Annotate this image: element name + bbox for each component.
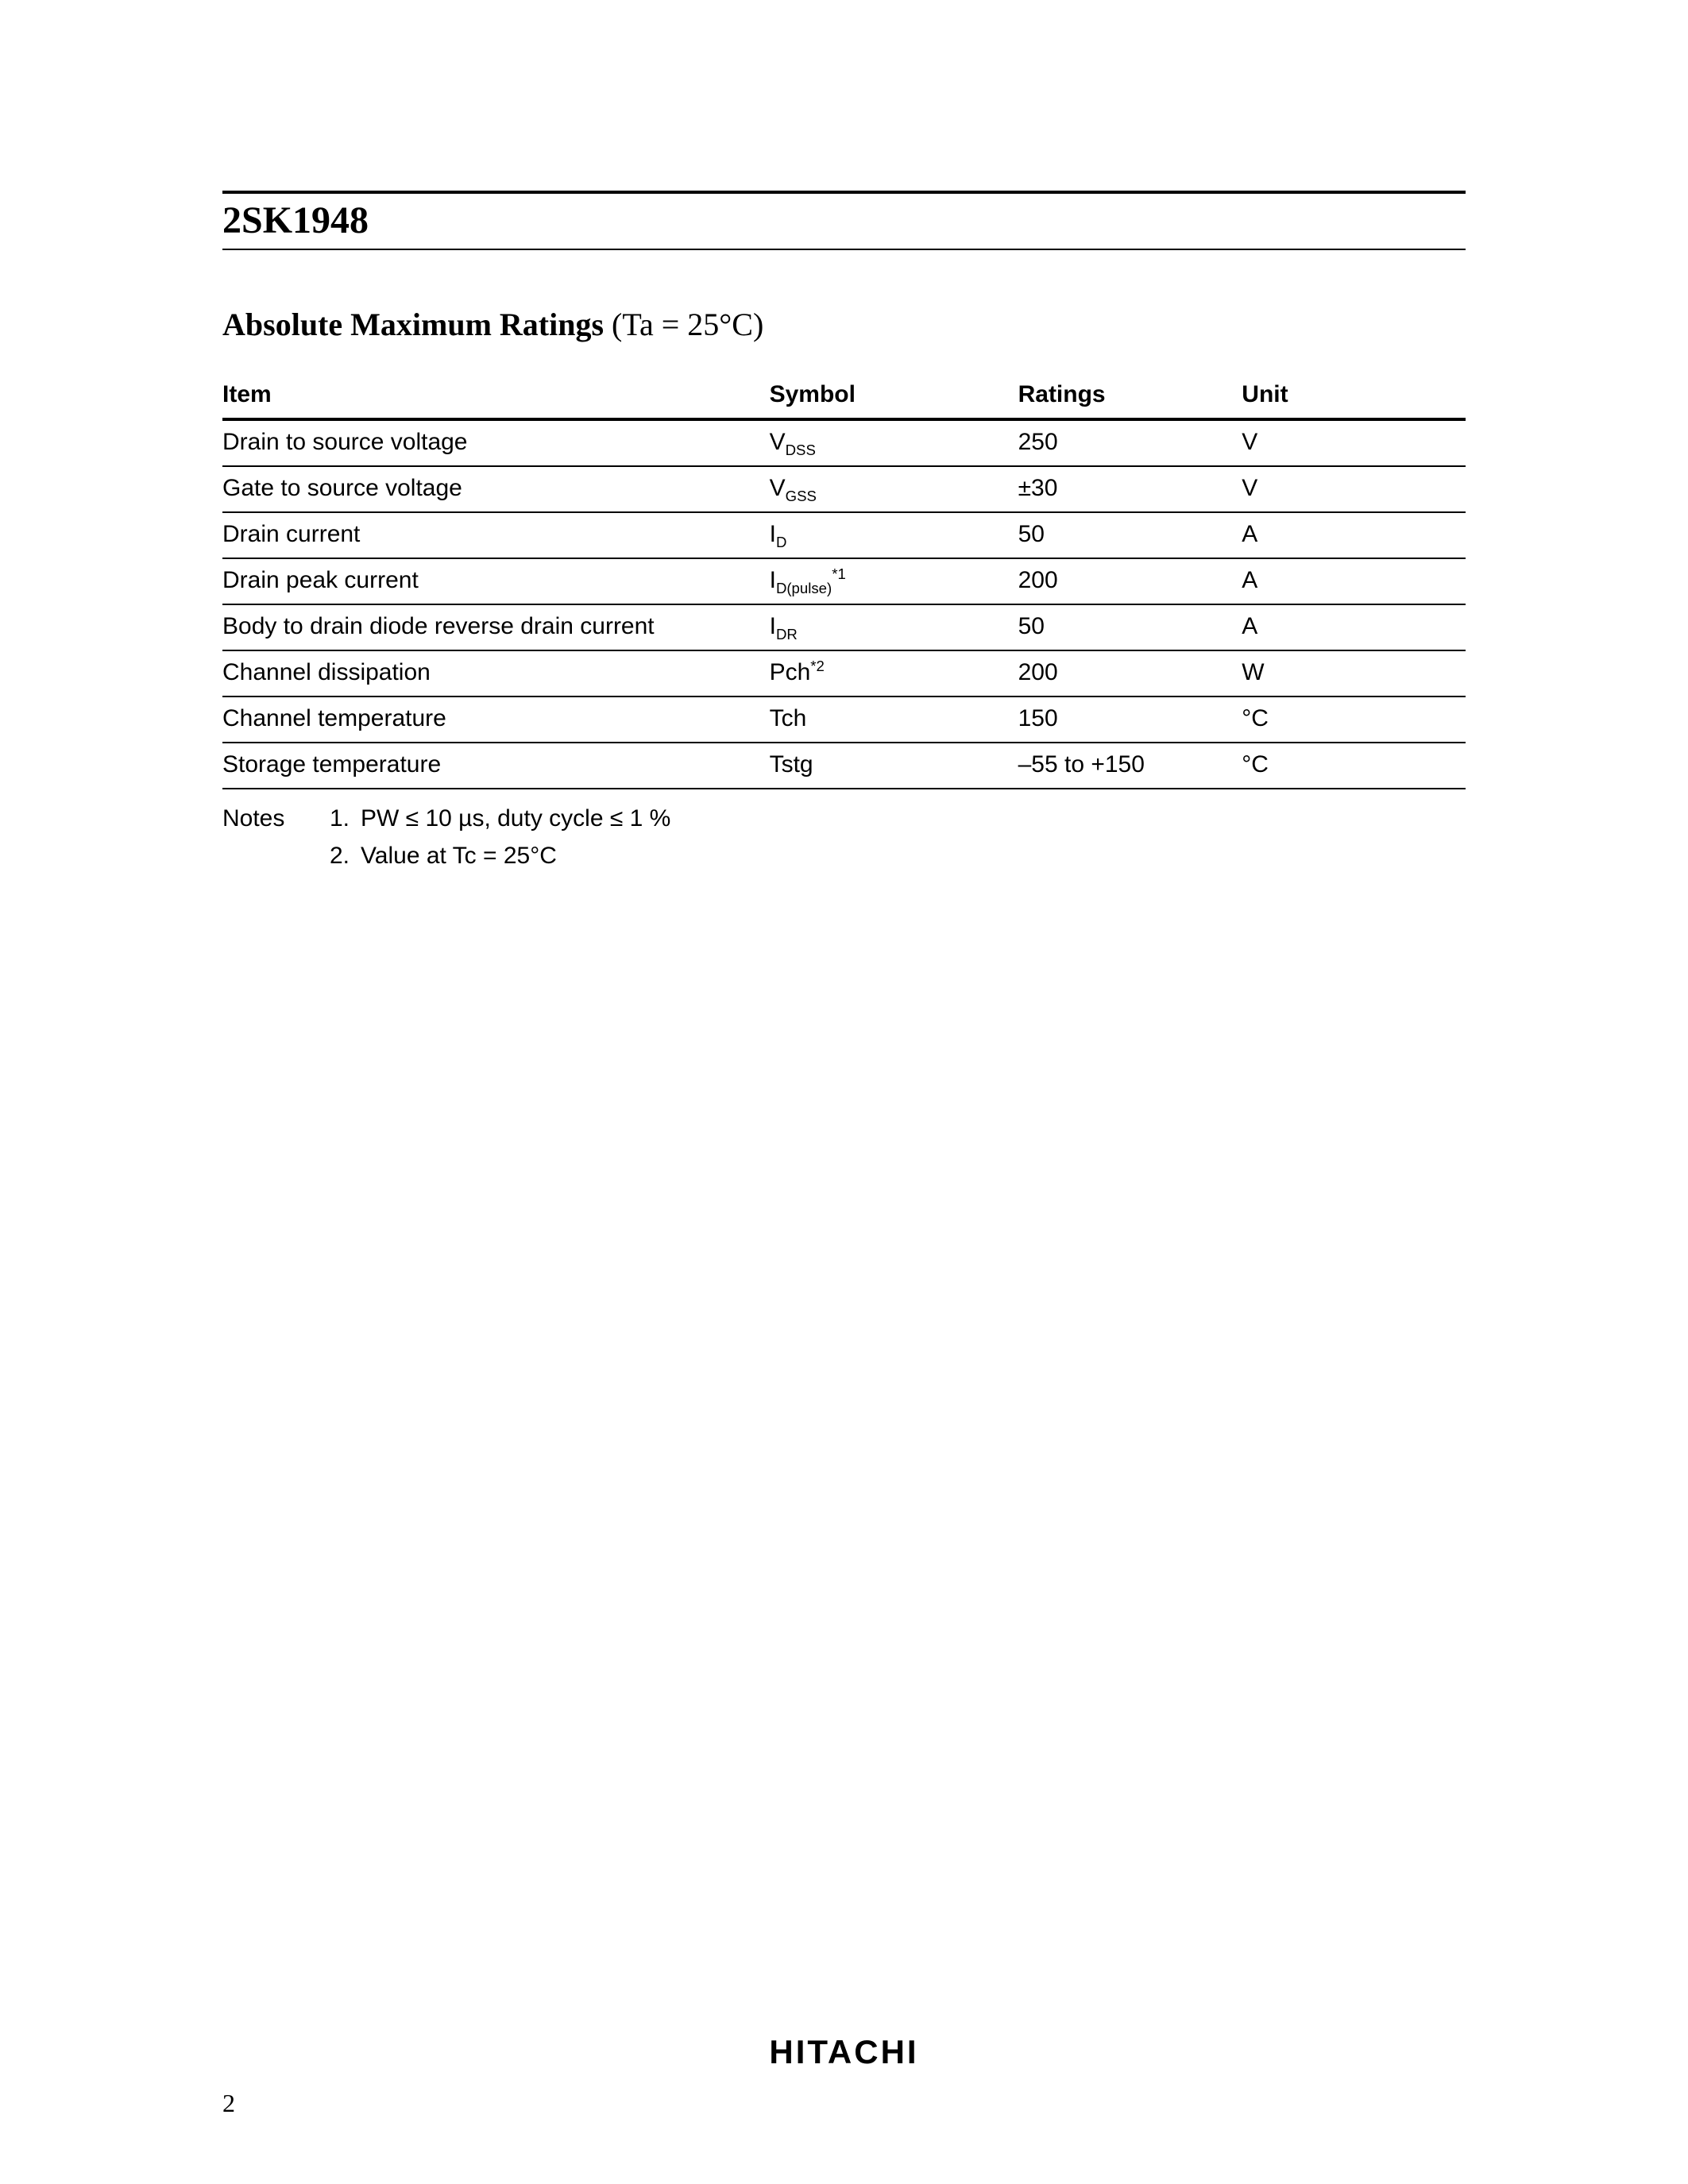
- cell-unit: °C: [1242, 743, 1466, 789]
- notes-text: Value at Tc = 25°C: [361, 838, 557, 875]
- cell-unit: A: [1242, 604, 1466, 650]
- cell-unit: A: [1242, 558, 1466, 604]
- table-header-row: Item Symbol Ratings Unit: [222, 373, 1466, 419]
- table-row: Channel temperatureTch150°C: [222, 696, 1466, 743]
- cell-item: Channel dissipation: [222, 650, 770, 696]
- cell-symbol: ID: [770, 512, 1018, 558]
- cell-rating: 50: [1018, 512, 1242, 558]
- section-title-condition: (Ta = 25°C): [604, 307, 763, 342]
- cell-unit: °C: [1242, 696, 1466, 743]
- cell-item: Storage temperature: [222, 743, 770, 789]
- notes-row: Notes1.PW ≤ 10 µs, duty cycle ≤ 1 %: [222, 801, 1466, 838]
- cell-symbol: Tch: [770, 696, 1018, 743]
- cell-symbol: Pch*2: [770, 650, 1018, 696]
- cell-rating: 50: [1018, 604, 1242, 650]
- cell-rating: 200: [1018, 650, 1242, 696]
- content-area: 2SK1948 Absolute Maximum Ratings (Ta = 2…: [222, 191, 1466, 874]
- notes-label: Notes: [222, 801, 318, 838]
- table-row: Storage temperatureTstg–55 to +150°C: [222, 743, 1466, 789]
- cell-unit: A: [1242, 512, 1466, 558]
- cell-item: Drain peak current: [222, 558, 770, 604]
- part-number: 2SK1948: [222, 194, 1466, 249]
- cell-symbol: VGSS: [770, 466, 1018, 512]
- cell-item: Channel temperature: [222, 696, 770, 743]
- cell-symbol: ID(pulse)*1: [770, 558, 1018, 604]
- cell-item: Gate to source voltage: [222, 466, 770, 512]
- cell-unit: W: [1242, 650, 1466, 696]
- table-row: Gate to source voltageVGSS±30V: [222, 466, 1466, 512]
- col-header-ratings: Ratings: [1018, 373, 1242, 419]
- notes-label: [222, 838, 318, 875]
- cell-rating: ±30: [1018, 466, 1242, 512]
- cell-rating: 200: [1018, 558, 1242, 604]
- section-title-bold: Absolute Maximum Ratings: [222, 307, 604, 342]
- cell-symbol: IDR: [770, 604, 1018, 650]
- ratings-table-body: Drain to source voltageVDSS250VGate to s…: [222, 419, 1466, 789]
- cell-symbol: Tstg: [770, 743, 1018, 789]
- cell-item: Body to drain diode reverse drain curren…: [222, 604, 770, 650]
- cell-symbol: VDSS: [770, 419, 1018, 466]
- cell-rating: 250: [1018, 419, 1242, 466]
- cell-unit: V: [1242, 466, 1466, 512]
- col-header-item: Item: [222, 373, 770, 419]
- cell-rating: 150: [1018, 696, 1242, 743]
- table-row: Drain to source voltageVDSS250V: [222, 419, 1466, 466]
- notes-block: Notes1.PW ≤ 10 µs, duty cycle ≤ 1 %2.Val…: [222, 801, 1466, 874]
- section-title: Absolute Maximum Ratings (Ta = 25°C): [222, 306, 1466, 343]
- table-row: Body to drain diode reverse drain curren…: [222, 604, 1466, 650]
- notes-row: 2.Value at Tc = 25°C: [222, 838, 1466, 875]
- cell-unit: V: [1242, 419, 1466, 466]
- cell-rating: –55 to +150: [1018, 743, 1242, 789]
- table-row: Channel dissipationPch*2200W: [222, 650, 1466, 696]
- manufacturer-logo: HITACHI: [0, 2033, 1688, 2071]
- cell-item: Drain current: [222, 512, 770, 558]
- table-row: Drain peak currentID(pulse)*1200A: [222, 558, 1466, 604]
- notes-text: PW ≤ 10 µs, duty cycle ≤ 1 %: [361, 801, 670, 838]
- notes-number: 2.: [318, 838, 361, 875]
- under-title-rule: [222, 249, 1466, 250]
- cell-item: Drain to source voltage: [222, 419, 770, 466]
- ratings-table: Item Symbol Ratings Unit Drain to source…: [222, 373, 1466, 789]
- col-header-symbol: Symbol: [770, 373, 1018, 419]
- page-number: 2: [222, 2089, 235, 2118]
- col-header-unit: Unit: [1242, 373, 1466, 419]
- table-row: Drain currentID50A: [222, 512, 1466, 558]
- notes-number: 1.: [318, 801, 361, 838]
